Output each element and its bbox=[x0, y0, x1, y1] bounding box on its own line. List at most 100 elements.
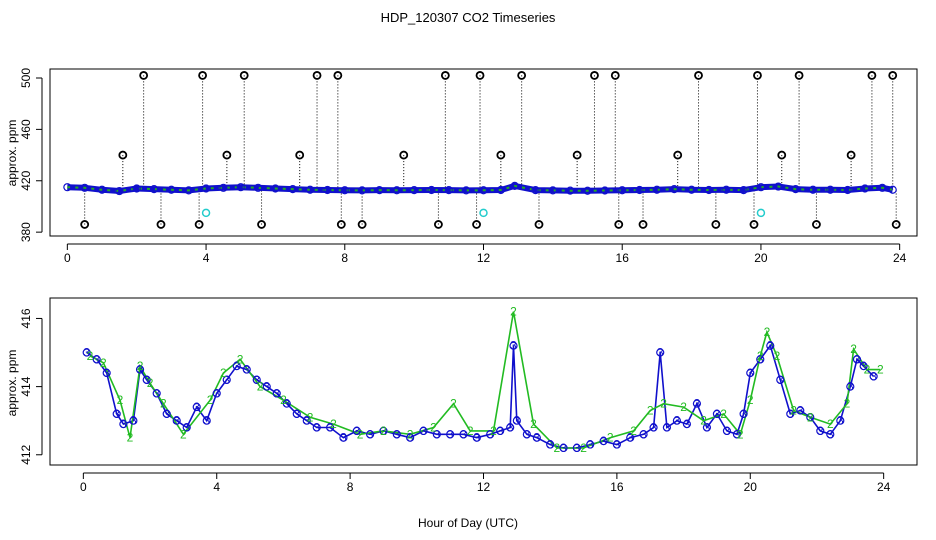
series-green-marker-label: 2 bbox=[490, 424, 497, 438]
series-blue-point bbox=[82, 348, 91, 357]
co2-series-point bbox=[167, 185, 176, 194]
flag-point bbox=[295, 150, 305, 160]
series-blue-point bbox=[546, 440, 555, 449]
series-blue-point bbox=[292, 409, 301, 418]
series-blue-point bbox=[112, 409, 121, 418]
series-blue-point bbox=[432, 430, 441, 439]
series-blue-point bbox=[339, 433, 348, 442]
series-blue-point bbox=[392, 430, 401, 439]
co2-series-point bbox=[878, 183, 887, 192]
series-blue-point bbox=[406, 433, 415, 442]
series-blue-point bbox=[672, 416, 682, 425]
bottom-y-tick-label: 416 bbox=[19, 308, 33, 328]
series-blue-marker-label: 3 bbox=[103, 366, 110, 380]
series-green-marker-label: 2 bbox=[220, 366, 227, 380]
series-blue-point bbox=[836, 416, 845, 425]
series-blue-point bbox=[302, 416, 311, 425]
series-green-marker-label: 2 bbox=[510, 305, 517, 319]
co2-series-point bbox=[184, 186, 193, 195]
flag-point bbox=[496, 150, 506, 160]
series-blue-point bbox=[776, 375, 785, 384]
series-blue-point bbox=[756, 355, 765, 364]
series-blue-point bbox=[702, 423, 712, 432]
flag-point bbox=[312, 71, 322, 80]
series-green-marker-label: 2 bbox=[357, 427, 364, 441]
series-blue-point bbox=[846, 382, 855, 391]
series-blue-point bbox=[512, 416, 521, 425]
series-blue-marker-label: 3 bbox=[854, 352, 861, 366]
series-blue-marker-label: 3 bbox=[340, 431, 347, 445]
flag-point bbox=[614, 220, 624, 229]
co2-series-point bbox=[510, 181, 519, 190]
series-blue-marker-label: 3 bbox=[283, 397, 290, 411]
top-x-tick-label: 24 bbox=[893, 251, 907, 265]
series-green-marker-label: 2 bbox=[330, 417, 337, 431]
series-blue-point bbox=[326, 423, 335, 432]
series-blue-marker-label: 3 bbox=[183, 421, 190, 435]
series-blue-point bbox=[722, 426, 732, 436]
series-green-marker-label: 2 bbox=[160, 397, 167, 411]
series-blue-point bbox=[656, 348, 665, 357]
series-green-marker-label: 2 bbox=[127, 431, 134, 445]
flag-point bbox=[239, 71, 249, 80]
series-green-marker-label: 2 bbox=[430, 421, 437, 435]
bottom-x-tick-label: 0 bbox=[80, 480, 87, 494]
series-blue-marker-label: 3 bbox=[657, 346, 664, 360]
series-blue-marker-label: 3 bbox=[724, 424, 731, 438]
series-blue-point bbox=[119, 420, 128, 429]
top-plot-frame bbox=[49, 68, 918, 237]
series-green-marker-label: 2 bbox=[700, 414, 707, 428]
series-blue-point bbox=[682, 420, 692, 429]
series-blue-point bbox=[162, 409, 171, 418]
series-green-marker-label: 2 bbox=[607, 431, 614, 445]
series-green-marker-label: 2 bbox=[117, 393, 124, 407]
top-plot-axes: 0 4 8 12 16 20 24 380 420 460 500 bbox=[19, 68, 907, 265]
bottom-x-tick-label: 24 bbox=[877, 480, 891, 494]
series-blue-marker-label: 3 bbox=[694, 397, 701, 411]
co2-series-point bbox=[531, 186, 540, 195]
flag-point bbox=[812, 220, 821, 229]
series-blue-point bbox=[859, 362, 868, 371]
series-blue-point bbox=[459, 430, 468, 439]
bottom-y-tick-label: 414 bbox=[19, 376, 33, 396]
series-blue-marker-label: 3 bbox=[153, 386, 160, 400]
flag-point bbox=[517, 71, 527, 80]
flag-point bbox=[867, 71, 877, 80]
series-blue-point bbox=[129, 416, 138, 425]
series-green-marker-label: 2 bbox=[580, 441, 587, 455]
series-blue-point bbox=[786, 409, 795, 418]
co2-series-point bbox=[392, 186, 401, 195]
series-blue-point bbox=[486, 430, 495, 439]
bottom-y-axis-label: approx. ppm bbox=[5, 350, 19, 417]
series-blue-marker-label: 3 bbox=[380, 424, 387, 438]
flag-point bbox=[440, 71, 450, 80]
co2-series-point bbox=[271, 184, 280, 193]
bottom-plot-frame bbox=[49, 297, 918, 466]
series-blue-point bbox=[869, 372, 878, 381]
series-blue-marker-label: 3 bbox=[93, 352, 100, 366]
co2-series-point bbox=[97, 185, 107, 194]
co2-series-line-inner bbox=[67, 184, 893, 193]
series-blue-marker-label: 3 bbox=[497, 424, 504, 438]
series-blue-marker-label: 3 bbox=[143, 373, 150, 387]
flag-point bbox=[753, 71, 762, 80]
series-blue-marker-label: 3 bbox=[407, 431, 414, 445]
series-green-marker-label: 2 bbox=[774, 349, 781, 363]
series-green-marker-label: 2 bbox=[747, 393, 754, 407]
series-blue-point bbox=[135, 365, 145, 374]
series-blue-point bbox=[379, 426, 388, 436]
co2-series-point bbox=[444, 186, 453, 195]
flag-point bbox=[749, 220, 759, 229]
bottom-x-tick-label: 8 bbox=[347, 480, 354, 494]
series-blue-marker-label: 3 bbox=[263, 380, 270, 394]
series-green-marker-label: 2 bbox=[467, 424, 474, 438]
series-green-marker-label: 2 bbox=[720, 407, 727, 421]
series-blue-point bbox=[766, 341, 775, 350]
series-blue-marker-label: 3 bbox=[327, 421, 334, 435]
flag-point bbox=[891, 220, 901, 229]
co2-series-point bbox=[115, 186, 124, 196]
series-blue-point bbox=[509, 341, 518, 350]
series-blue-marker-label: 3 bbox=[674, 414, 681, 428]
co2-series-point bbox=[843, 185, 852, 195]
